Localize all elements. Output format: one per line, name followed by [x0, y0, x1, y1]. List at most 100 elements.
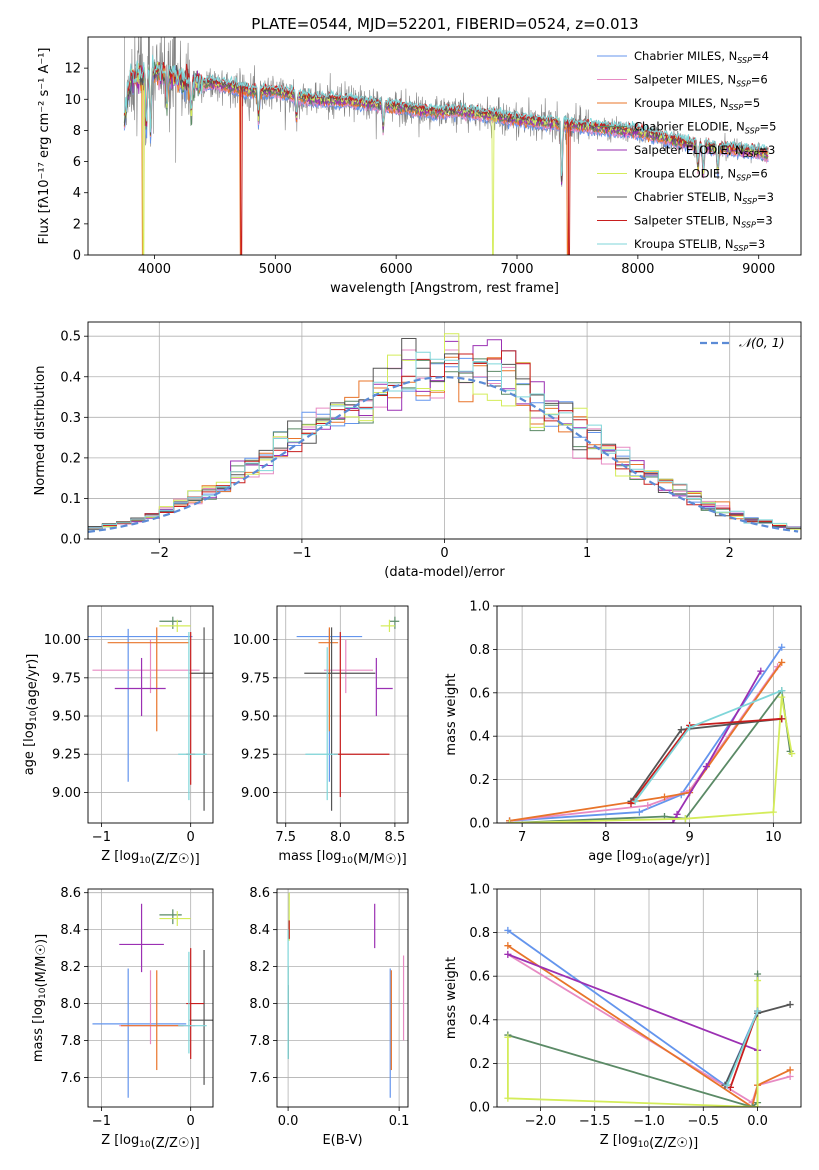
plot-area	[504, 926, 794, 1107]
errorbar-salpeter-stelib	[333, 631, 390, 798]
series-line	[507, 944, 791, 1107]
series-marker	[757, 667, 765, 675]
series-chabrier-miles	[504, 926, 762, 1089]
x-tick-label: −1.5	[579, 1114, 611, 1129]
spectrum-model-salpeter-stelib	[123, 62, 769, 255]
y-tick-label: 0.1	[60, 492, 81, 507]
y-tick-label: 9.50	[52, 710, 81, 725]
y-tick-label: 10.00	[233, 633, 270, 648]
errorbar-kroupa-stelib	[178, 951, 207, 1054]
errorbar-kroupa-elodie	[159, 619, 191, 632]
x-tick-label: −2.0	[525, 1114, 557, 1129]
series-marker	[786, 1066, 794, 1074]
legend-label: Chabrier ELODIE, NSSP=5	[634, 120, 776, 136]
y-tick-label: 8.2	[249, 960, 270, 975]
series-marker	[627, 799, 635, 807]
y-tick-label: 7.8	[249, 1034, 270, 1049]
y-tick-label: 1.0	[469, 600, 490, 615]
y-tick-label: 10	[64, 93, 81, 108]
y-tick-label: 9.00	[52, 786, 81, 801]
axes: −2 −1 0 1 2 0.0 0.1 0.2 0.3 0.4 0.5 (data-model)/er…	[33, 321, 802, 580]
x-tick-label: 7.5	[275, 830, 296, 845]
x-tick-label: 0	[440, 546, 448, 561]
plot-area	[88, 333, 801, 539]
series-kroupa-stelib	[723, 1007, 762, 1089]
y-tick-label: 0.2	[60, 451, 81, 466]
legend-label: Chabrier MILES, NSSP=4	[634, 49, 769, 65]
y-tick-label: 9.00	[241, 786, 270, 801]
series-marker	[673, 810, 681, 818]
x-tick-label: −1.0	[633, 1114, 665, 1129]
series-marker	[686, 724, 694, 732]
x-tick-label: −0.5	[687, 1114, 719, 1129]
errorbar-kroupa-elodie	[380, 619, 395, 632]
y-tick-label: 7.8	[60, 1034, 81, 1049]
grid	[88, 606, 213, 823]
x-axis-label: Z [log10(Z/Z☉)]	[101, 1133, 199, 1151]
errorbar-kroupa-stelib	[178, 631, 207, 801]
series-line	[507, 929, 759, 1087]
y-tick-label: 0	[73, 249, 81, 264]
y-axis-label: Normed distribution	[33, 366, 48, 496]
chart-age-vs-Z: −1 0 9.00 9.25 9.50 9.75 10.00 Z [log10(Z/Z☉)] a…	[22, 605, 214, 867]
legend-label: Kroupa ELODIE, NSSP=6	[634, 167, 768, 183]
series-line	[507, 974, 759, 1107]
x-tick-label: −1	[92, 830, 111, 845]
y-tick-label: 9.25	[241, 748, 270, 763]
chart-mass-weight-vs-age: 7 8 9 10 0.0 0.2 0.4 0.6 0.8 1.0 age [log10(age/yr…	[444, 600, 802, 867]
series-marker	[504, 942, 512, 950]
y-tick-label: 0.3	[60, 411, 81, 426]
plot-area	[296, 616, 400, 811]
x-axis-label: (data-model)/error	[384, 565, 505, 580]
x-tick-label: 0	[187, 1114, 195, 1129]
series-chabrier-elodie	[504, 970, 762, 1107]
series-marker	[754, 1103, 762, 1107]
series-marker	[504, 950, 512, 958]
series-marker	[769, 808, 777, 816]
series-kroupa-stelib	[631, 687, 786, 805]
y-axis-label: mass weight	[444, 673, 459, 755]
errorbar-salpeter-miles	[92, 639, 200, 694]
y-tick-label: 9.75	[241, 671, 270, 686]
errorbar-salpeter-elodie	[114, 657, 166, 717]
axes-frame	[87, 888, 214, 1108]
y-tick-label: 0.2	[469, 773, 490, 788]
y-tick-label: 9.50	[241, 710, 270, 725]
chart-mass-vs-ebv: 0.0 0.1 7.6 7.8 8.0 8.2 8.4 8.6 E(B-V)	[249, 886, 409, 1148]
series-salpeter-elodie	[504, 950, 762, 1054]
series-marker	[669, 819, 677, 823]
y-tick-label: 8.2	[60, 960, 81, 975]
legend-label: Chabrier STELIB, NSSP=3	[634, 190, 774, 206]
errorbar-salpeter-elodie	[375, 657, 393, 717]
series-line	[509, 646, 783, 822]
series-line	[726, 1010, 759, 1086]
y-tick-label: 4	[73, 186, 81, 201]
axes-frame	[276, 888, 409, 1108]
y-tick-label: 8.6	[60, 886, 81, 901]
y-tick-label: 8.0	[60, 997, 81, 1012]
legend-label: Salpeter ELODIE, NSSP=3	[634, 143, 775, 159]
series-marker	[778, 715, 786, 723]
y-tick-label: 0.6	[469, 970, 490, 985]
y-axis-label: age [log10(age/yr)]	[22, 654, 40, 776]
x-tick-label: −1	[92, 1114, 111, 1129]
x-tick-label: 4000	[138, 262, 171, 277]
series-kroupa-elodie	[504, 977, 762, 1107]
x-axis-label: Z [log10(Z/Z☉)]	[600, 1133, 698, 1151]
y-tick-label: 0.5	[60, 330, 81, 345]
errorbar-salpeter-stelib	[186, 631, 196, 785]
hist-salpeter-stelib	[88, 350, 801, 539]
y-tick-label: 0.8	[469, 926, 490, 941]
x-tick-label: 1	[583, 546, 591, 561]
hist-kroupa-stelib	[88, 351, 801, 539]
y-tick-label: 9.75	[52, 671, 81, 686]
x-tick-label: 0	[187, 830, 195, 845]
spectrum-model-kroupa-elodie	[123, 61, 769, 255]
y-tick-label: 2	[73, 217, 81, 232]
x-axis-label: age [log10(age/yr)]	[588, 849, 710, 867]
errorbar-kroupa-miles	[121, 970, 184, 1071]
x-axis-label: mass [log10(M/M☉)]	[278, 849, 406, 867]
series-marker	[660, 793, 668, 801]
x-tick-label: 7000	[500, 262, 533, 277]
x-tick-label: 6000	[380, 262, 413, 277]
